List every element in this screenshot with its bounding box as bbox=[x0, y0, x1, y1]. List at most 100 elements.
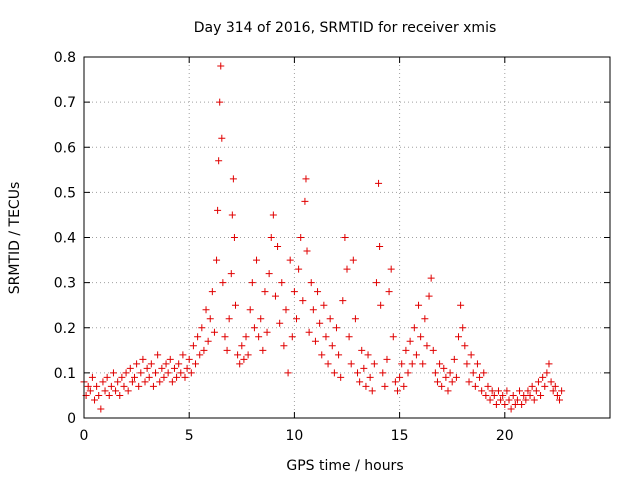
data-point bbox=[221, 333, 229, 341]
data-point bbox=[387, 265, 395, 273]
data-point bbox=[471, 382, 479, 390]
data-point bbox=[164, 369, 172, 377]
data-point bbox=[305, 328, 313, 336]
data-point bbox=[218, 134, 226, 142]
data-point bbox=[463, 360, 471, 368]
data-point bbox=[520, 391, 528, 399]
data-point bbox=[402, 346, 410, 354]
data-point bbox=[147, 360, 155, 368]
data-point bbox=[162, 360, 170, 368]
data-point bbox=[339, 297, 347, 305]
y-tick-label: 0.7 bbox=[54, 95, 76, 111]
data-point bbox=[345, 333, 353, 341]
data-point bbox=[404, 369, 412, 377]
data-point bbox=[109, 369, 117, 377]
y-tick-label: 0.6 bbox=[54, 140, 76, 156]
data-point bbox=[282, 306, 290, 314]
data-point bbox=[433, 378, 441, 386]
data-point bbox=[276, 319, 284, 327]
data-point bbox=[457, 301, 465, 309]
data-point bbox=[473, 360, 481, 368]
data-point bbox=[494, 387, 502, 395]
x-tick-label: 15 bbox=[391, 428, 409, 444]
data-point bbox=[406, 337, 414, 345]
data-point bbox=[410, 324, 418, 332]
data-point bbox=[537, 391, 545, 399]
data-point bbox=[271, 292, 279, 300]
data-point bbox=[253, 256, 261, 264]
data-point bbox=[446, 369, 454, 377]
chart-title: Day 314 of 2016, SRMTID for receiver xmi… bbox=[194, 20, 497, 36]
data-point bbox=[501, 400, 509, 408]
data-point bbox=[503, 387, 511, 395]
data-point bbox=[114, 378, 122, 386]
data-point bbox=[480, 369, 488, 377]
data-point bbox=[486, 396, 494, 404]
data-point bbox=[381, 382, 389, 390]
data-point bbox=[302, 175, 310, 183]
data-point bbox=[522, 396, 530, 404]
data-point bbox=[332, 324, 340, 332]
data-point bbox=[400, 382, 408, 390]
data-point bbox=[213, 256, 221, 264]
data-point bbox=[547, 378, 555, 386]
data-point bbox=[230, 234, 238, 241]
data-point bbox=[511, 400, 519, 408]
data-point bbox=[412, 351, 420, 359]
data-point bbox=[391, 378, 399, 386]
data-point bbox=[425, 292, 433, 300]
data-point bbox=[295, 265, 303, 273]
data-point bbox=[128, 378, 136, 386]
data-points bbox=[80, 62, 566, 413]
data-point bbox=[219, 279, 227, 287]
data-point bbox=[126, 364, 134, 372]
data-point bbox=[311, 337, 319, 345]
data-point bbox=[320, 301, 328, 309]
data-point bbox=[558, 387, 566, 395]
data-point bbox=[234, 351, 242, 359]
data-point bbox=[257, 315, 265, 323]
data-point bbox=[240, 355, 248, 363]
data-point bbox=[227, 270, 235, 278]
data-point bbox=[303, 247, 311, 255]
data-point bbox=[518, 400, 526, 408]
data-point bbox=[530, 396, 538, 404]
data-point bbox=[309, 306, 317, 314]
plot-frame bbox=[83, 56, 611, 419]
data-point bbox=[160, 373, 168, 381]
data-point bbox=[349, 256, 357, 264]
data-point bbox=[156, 378, 164, 386]
data-point bbox=[398, 360, 406, 368]
data-point bbox=[524, 387, 532, 395]
data-point bbox=[465, 378, 473, 386]
data-point bbox=[228, 211, 236, 219]
data-point bbox=[173, 373, 181, 381]
x-tick-label: 5 bbox=[185, 428, 194, 444]
y-tick-label: 0.3 bbox=[54, 276, 76, 292]
data-point bbox=[284, 369, 292, 377]
data-point bbox=[526, 391, 534, 399]
data-point bbox=[396, 373, 404, 381]
data-point bbox=[541, 382, 549, 390]
data-point bbox=[436, 360, 444, 368]
data-point bbox=[532, 387, 540, 395]
data-point bbox=[139, 355, 147, 363]
data-point bbox=[259, 346, 267, 354]
data-point bbox=[478, 387, 486, 395]
data-point bbox=[343, 265, 351, 273]
data-point bbox=[99, 378, 107, 386]
data-point bbox=[528, 382, 536, 390]
data-point bbox=[118, 373, 126, 381]
data-point bbox=[551, 382, 559, 390]
data-point bbox=[288, 333, 296, 341]
data-point bbox=[358, 346, 366, 354]
data-point bbox=[393, 387, 401, 395]
data-point bbox=[274, 243, 282, 251]
data-point bbox=[95, 391, 103, 399]
data-point bbox=[324, 360, 332, 368]
data-point bbox=[217, 62, 225, 70]
data-point bbox=[293, 315, 301, 323]
data-point bbox=[442, 373, 450, 381]
data-point bbox=[408, 360, 416, 368]
data-point bbox=[383, 355, 391, 363]
